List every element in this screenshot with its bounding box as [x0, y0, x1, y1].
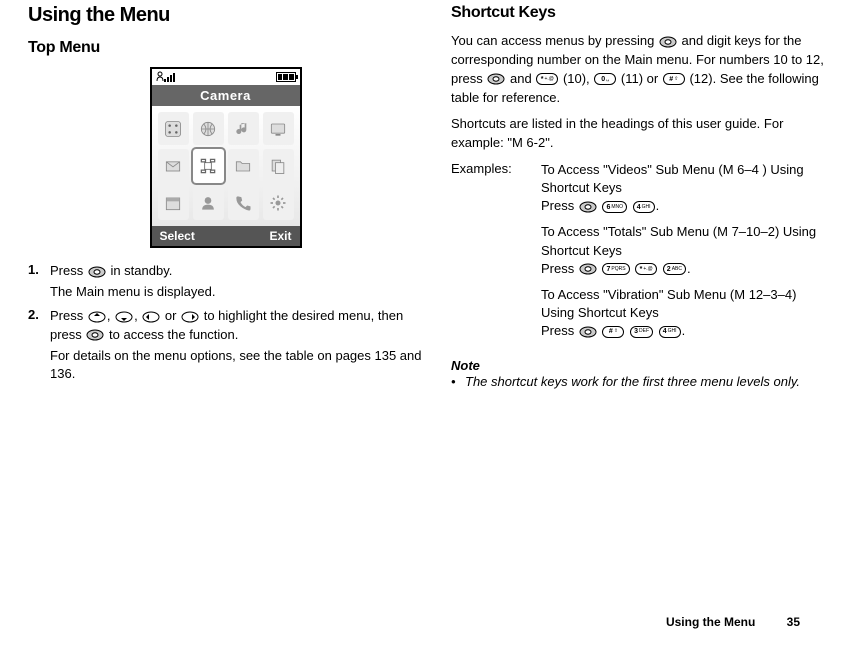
step1-text-a: Press: [50, 263, 87, 278]
step-number: 1.: [28, 262, 50, 281]
step2-sub: For details on the menu options, see the…: [50, 347, 423, 383]
period: .: [682, 323, 686, 338]
menu-icon-settings: [263, 187, 294, 220]
example-3-press: Press: [541, 323, 578, 338]
key-4: 4GHI: [633, 201, 655, 213]
examples-label: Examples:: [451, 161, 541, 348]
center-button-icon: [579, 326, 597, 338]
down-button-icon: [115, 311, 133, 323]
period: .: [687, 261, 691, 276]
note-body: • The shortcut keys work for the first t…: [451, 373, 826, 391]
menu-icon-phone: [228, 187, 259, 220]
step2-comma1: ,: [107, 308, 114, 323]
key-hash: #⇧: [663, 73, 685, 85]
footer-title: Using the Menu: [666, 615, 755, 629]
center-button-icon: [579, 263, 597, 275]
period: .: [656, 198, 660, 213]
menu-icon-folder: [228, 149, 259, 182]
footer-page-number: 35: [787, 615, 800, 629]
key-star: *+.@: [536, 73, 558, 85]
example-2-title: To Access "Totals" Sub Menu (M 7–10–2) U…: [541, 223, 826, 259]
center-button-icon: [86, 329, 104, 341]
key-3: 3DEF: [630, 326, 653, 338]
phone-status-bar: [152, 69, 300, 85]
page-footer: Using the Menu 35: [666, 615, 800, 629]
phone-illustration: Camera Select Exit: [28, 67, 423, 248]
battery-icon: [276, 72, 296, 82]
shortcut-para-2: Shortcuts are listed in the headings of …: [451, 115, 826, 153]
right-button-icon: [181, 311, 199, 323]
section-heading-shortcut: Shortcut Keys: [451, 4, 826, 22]
key-2: 2ABC: [663, 263, 686, 275]
step1-sub: The Main menu is displayed.: [50, 283, 423, 301]
key-hash: #⇧: [602, 326, 624, 338]
menu-icon-dice: [158, 112, 189, 145]
softkey-exit: Exit: [269, 229, 291, 243]
menu-icon-globe: [193, 112, 224, 145]
key-7: 7PQRS: [602, 263, 629, 275]
person-icon: [156, 71, 164, 83]
section-heading-top-menu: Top Menu: [28, 39, 423, 57]
menu-icon-cards: [263, 149, 294, 182]
center-button-icon: [487, 73, 505, 85]
note-heading: Note: [451, 358, 826, 373]
page-heading: Using the Menu: [28, 4, 423, 27]
menu-icon-calendar: [158, 187, 189, 220]
note-text: The shortcut keys work for the first thr…: [465, 373, 800, 391]
menu-icon-music: [228, 112, 259, 145]
menu-icon-contacts: [193, 187, 224, 220]
step2-or: or: [161, 308, 180, 323]
center-button-icon: [659, 36, 677, 48]
note-bullet: •: [451, 373, 465, 391]
key-6: 6MNO: [602, 201, 627, 213]
menu-icon-mail: [158, 149, 189, 182]
example-2-press: Press: [541, 261, 578, 276]
step2-comma2: ,: [134, 308, 141, 323]
example-3: To Access "Vibration" Sub Menu (M 12–3–4…: [541, 286, 826, 338]
center-button-icon: [88, 266, 106, 278]
left-button-icon: [142, 311, 160, 323]
center-button-icon: [579, 201, 597, 213]
example-1: To Access "Videos" Sub Menu (M 6–4 ) Usi…: [541, 161, 826, 213]
key-star: *+.@: [635, 263, 657, 275]
signal-icon: [164, 73, 175, 82]
step2-text-a: Press: [50, 308, 87, 323]
example-1-title: To Access "Videos" Sub Menu (M 6–4 ) Usi…: [541, 161, 826, 197]
shortcut-para-1: You can access menus by pressing and dig…: [451, 32, 826, 107]
instruction-step-2: 2. Press , , or to highlight the desired…: [28, 307, 423, 345]
phone-menu-title: Camera: [152, 85, 300, 106]
key-0: 0␣: [594, 73, 616, 85]
example-1-press: Press: [541, 198, 578, 213]
up-button-icon: [88, 311, 106, 323]
example-2: To Access "Totals" Sub Menu (M 7–10–2) U…: [541, 223, 826, 275]
phone-softkeys: Select Exit: [152, 226, 300, 246]
step2-text-c: to access the function.: [105, 327, 238, 342]
key-4: 4GHI: [659, 326, 681, 338]
phone-menu-grid: [152, 106, 300, 226]
menu-icon-camera: [193, 149, 224, 182]
step1-text-b: in standby.: [107, 263, 173, 278]
example-3-title: To Access "Vibration" Sub Menu (M 12–3–4…: [541, 286, 826, 322]
step-number: 2.: [28, 307, 50, 345]
instruction-step-1: 1. Press in standby.: [28, 262, 423, 281]
softkey-select: Select: [160, 229, 195, 243]
menu-icon-tv: [263, 112, 294, 145]
